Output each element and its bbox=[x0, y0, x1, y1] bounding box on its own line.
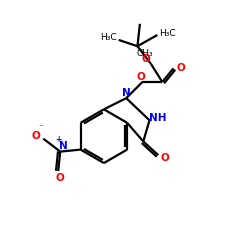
Text: O: O bbox=[137, 72, 145, 82]
Text: O: O bbox=[32, 131, 41, 141]
Text: H₃C: H₃C bbox=[160, 28, 176, 38]
Text: O: O bbox=[161, 152, 170, 162]
Text: O: O bbox=[176, 63, 185, 73]
Text: CH₃: CH₃ bbox=[136, 49, 153, 58]
Text: ⁻: ⁻ bbox=[38, 123, 44, 133]
Text: N: N bbox=[59, 141, 68, 151]
Text: +: + bbox=[55, 135, 61, 144]
Text: O: O bbox=[55, 173, 64, 183]
Text: H₃C: H₃C bbox=[100, 34, 117, 42]
Text: N: N bbox=[122, 88, 130, 98]
Text: O: O bbox=[141, 54, 150, 64]
Text: NH: NH bbox=[150, 113, 167, 123]
